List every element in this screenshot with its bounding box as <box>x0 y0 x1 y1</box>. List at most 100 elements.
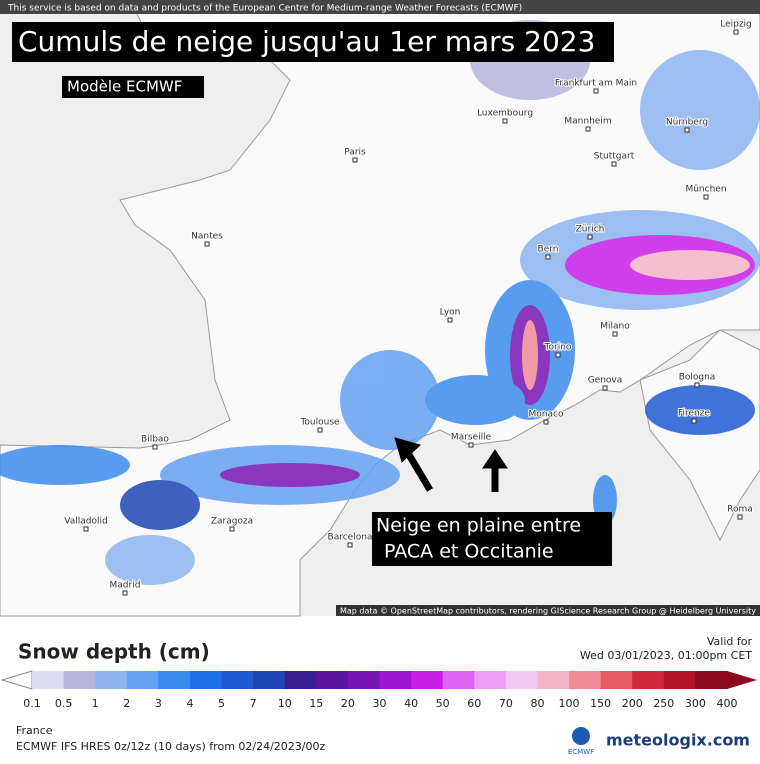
city-label: Zürich <box>576 225 605 235</box>
colorbar-segment <box>189 671 223 689</box>
city-label: Stuttgart <box>594 152 635 162</box>
city-dot <box>694 382 700 388</box>
colorbar-tick: 400 <box>717 697 738 710</box>
colorbar-segment <box>379 671 412 689</box>
colorbar-tick: 7 <box>250 697 257 710</box>
colorbar-tick: 150 <box>590 697 611 710</box>
snow-areas <box>0 20 760 585</box>
city-dot <box>229 526 235 532</box>
city-label: Lyon <box>440 308 461 318</box>
colorbar-tick: 15 <box>309 697 323 710</box>
colorbar-segment <box>316 671 349 689</box>
city-dot <box>587 234 593 240</box>
colorbar-segment <box>442 671 475 689</box>
city-label: Barcelona <box>328 533 373 543</box>
colorbar-tick: 250 <box>653 697 674 710</box>
city-label: Luxembourg <box>477 109 533 119</box>
city-label: Marseille <box>451 433 492 443</box>
colorbar-segment <box>32 671 65 689</box>
city-label: Madrid <box>110 581 141 591</box>
city-label: Bologna <box>679 373 716 383</box>
valid-label: Valid for <box>707 635 753 648</box>
city-label: Bern <box>538 245 559 255</box>
city-label: Firenze <box>678 409 710 419</box>
colorbar-segment <box>695 671 728 689</box>
notice: This service is based on data and produc… <box>7 4 522 14</box>
colorbar-tick: 0.1 <box>23 697 41 710</box>
city-dot <box>611 161 617 167</box>
colorbar-tick: 0.5 <box>55 697 73 710</box>
colorbar-segment <box>632 671 665 689</box>
colorbar-segment <box>537 671 570 689</box>
colorbar-segment <box>600 671 633 689</box>
city-label: Monaco <box>529 410 564 420</box>
colorbar-tick: 5 <box>218 697 225 710</box>
city-label: Mannheim <box>564 117 611 127</box>
city-dot <box>352 157 358 163</box>
city-dot <box>543 419 549 425</box>
title: Cumuls de neige jusqu'au 1er mars 2023 <box>18 25 595 58</box>
colorbar-segment <box>126 671 159 689</box>
city-dot <box>691 418 697 424</box>
city-dot <box>545 254 551 260</box>
city-dot <box>703 194 709 200</box>
colorbar-tick: 300 <box>685 697 706 710</box>
region: France <box>16 724 53 737</box>
colorbar-tick: 200 <box>622 697 643 710</box>
colorbar-tick: 80 <box>530 697 544 710</box>
city-labels: Leipzig Frankfurt am Main Luxembourg Mannhe… <box>63 19 754 596</box>
colorbar-tick: 60 <box>467 697 481 710</box>
city-dot <box>122 590 128 596</box>
colorbar-segment <box>63 671 96 689</box>
city-dot <box>602 385 608 391</box>
valid-time: Wed 03/01/2023, 01:00pm CET <box>580 649 752 662</box>
colorbar-segment <box>158 671 191 689</box>
city-label: München <box>685 185 726 195</box>
city-dot <box>83 526 89 532</box>
colorbar-segment <box>95 671 128 689</box>
colorbar-tick: 30 <box>373 697 387 710</box>
city-dot <box>593 88 599 94</box>
colorbar-segment <box>221 671 254 689</box>
colorbar-segment <box>505 671 538 689</box>
colorbar-tick: 2 <box>123 697 130 710</box>
city-label: Nantes <box>191 232 223 242</box>
colorbar-tick: 50 <box>436 697 450 710</box>
title-bg <box>12 22 614 62</box>
city-dot <box>585 126 591 132</box>
colorbar: 0.1 0.5 1 2 3 4 5 7 10 15 20 30 40 50 60 70 80 100 150 200 2… <box>0 670 757 710</box>
subtitle: Modèle ECMWF <box>67 78 182 96</box>
annotation-bg <box>372 512 612 566</box>
city-label: Bilbao <box>141 435 169 445</box>
city-label: Roma <box>727 505 753 515</box>
city-label: Nürnberg <box>666 118 708 128</box>
annotation-line: PACA et Occitanie <box>384 541 554 563</box>
city-dot <box>737 514 743 520</box>
colorbar-segment <box>253 671 286 689</box>
ecmwf-logo <box>572 727 590 745</box>
colorbar-tick: 4 <box>186 697 193 710</box>
annotation-line: Neige en plaine entre <box>376 515 581 537</box>
city-dot <box>152 444 158 450</box>
city-label: Torino <box>544 343 572 353</box>
model-info: ECMWF IFS HRES 0z/12z (10 days) from 02/… <box>16 740 326 753</box>
city-dot <box>468 442 474 448</box>
city-label: Leipzig <box>720 20 752 30</box>
colorbar-segment <box>569 671 602 689</box>
colorbar-tick: 3 <box>155 697 162 710</box>
city-label: Paris <box>344 148 366 158</box>
city-label: Genova <box>588 376 623 386</box>
attribution-bg <box>336 605 760 616</box>
city-label: Toulouse <box>299 418 340 428</box>
brand: meteologix.com <box>606 731 750 750</box>
notice-bar <box>0 0 760 14</box>
city-dot <box>347 542 353 548</box>
colorbar-tick: 100 <box>559 697 580 710</box>
colorbar-segment <box>411 671 444 689</box>
colorbar-segment <box>284 671 317 689</box>
ecmwf-label: ECMWF <box>568 748 594 756</box>
arrows <box>394 437 508 492</box>
legend-title: Snow depth (cm) <box>18 640 210 664</box>
city-dot <box>447 317 453 323</box>
colorbar-tick: 1 <box>92 697 99 710</box>
